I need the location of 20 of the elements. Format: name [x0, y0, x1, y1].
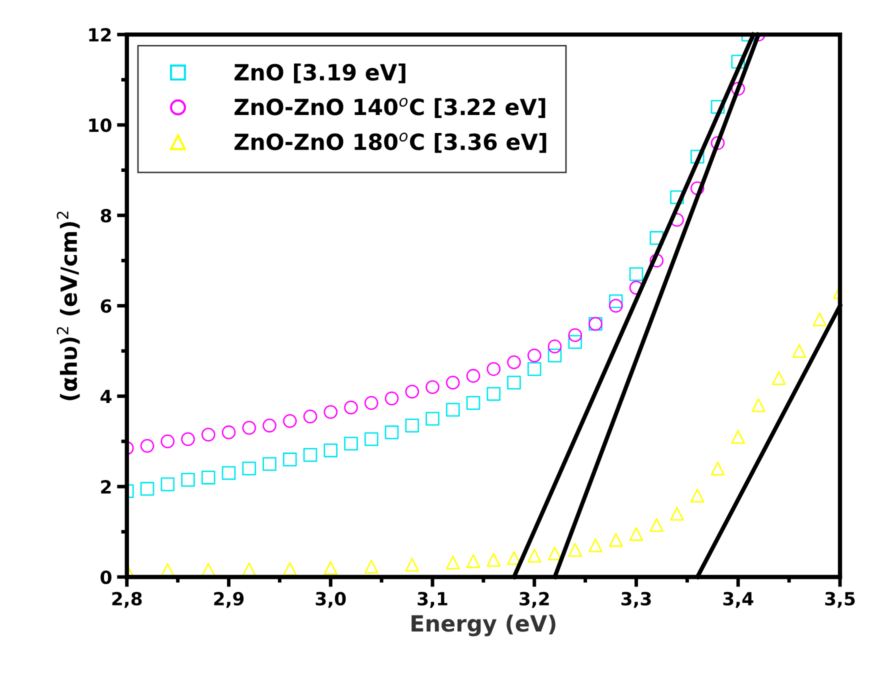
y-tick-label: 8: [100, 208, 112, 222]
x-tick-label: 3,2: [520, 592, 549, 608]
y-tick-label: 4: [100, 390, 112, 404]
x-tick-label: 2,9: [214, 592, 244, 608]
y-tick-label: 6: [100, 299, 112, 313]
y-tick-label: 0: [100, 570, 112, 584]
x-tick-label: 3,3: [621, 592, 651, 608]
y-tick-label: 10: [89, 118, 112, 132]
y-axis-title: (αhυ)$^{2}$ (eV/cm)$^{2}$: [56, 212, 80, 400]
x-tick-label: 3,1: [418, 592, 448, 608]
y-tick-label: 2: [101, 480, 111, 494]
x-tick-label: 3,4: [723, 592, 754, 608]
legend-label: ZnO [3.19 eV]: [234, 63, 406, 84]
y-tick-label: 12: [89, 28, 111, 42]
x-tick-label: 3,5: [825, 592, 855, 608]
x-axis-title: Energy (eV): [412, 614, 556, 636]
x-tick-label: 3,0: [316, 592, 346, 608]
x-tick-label: 2,8: [112, 592, 142, 608]
legend-label: ZnO-ZnO 140$^{o}$C [3.22 eV]: [234, 98, 546, 118]
legend-label: ZnO-ZnO 180$^{o}$C [3.36 eV]: [234, 132, 546, 153]
